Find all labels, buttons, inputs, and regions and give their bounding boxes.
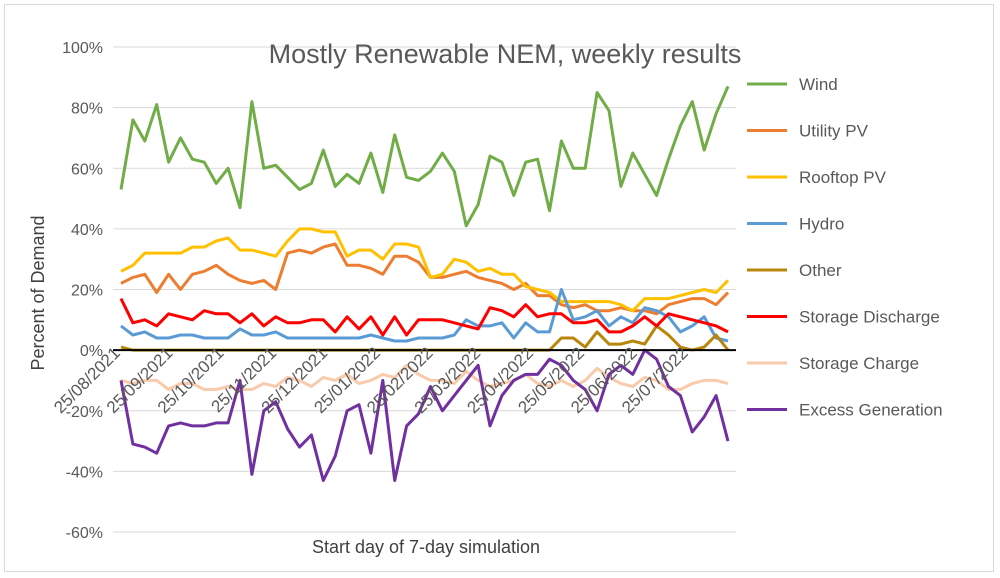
x-axis-label: Start day of 7-day simulation bbox=[312, 537, 540, 557]
y-tick-label: 20% bbox=[71, 283, 103, 300]
y-tick-label: 80% bbox=[71, 101, 103, 118]
legend-label-hydro: Hydro bbox=[799, 215, 844, 234]
y-tick-label: 60% bbox=[71, 161, 103, 178]
legend-label-storage-charge: Storage Charge bbox=[799, 354, 919, 373]
series-line-utility-pv bbox=[120, 242, 730, 316]
legend: Wind Utility PV Rooftop PV Hydro Other Storag… bbox=[747, 75, 943, 420]
y-tick-label: 40% bbox=[71, 222, 103, 239]
y-tick-label: -40% bbox=[66, 464, 103, 481]
series-line-hydro bbox=[120, 288, 729, 343]
gridlines bbox=[113, 46, 736, 533]
chart-title: Mostly Renewable NEM, weekly results bbox=[269, 39, 742, 69]
legend-label-other: Other bbox=[799, 261, 842, 280]
series-line-storage-discharge bbox=[119, 297, 729, 337]
series-lines bbox=[119, 85, 730, 482]
y-tick-label: -20% bbox=[66, 404, 103, 421]
y-tick-label: -60% bbox=[66, 525, 103, 542]
y-axis-ticks: -60% -40% -20% 0% 20% 40% 60% 80% 100% bbox=[62, 40, 103, 542]
series-line-rooftop-pv bbox=[120, 227, 730, 313]
legend-label-storage-discharge: Storage Discharge bbox=[799, 308, 940, 327]
legend-label-utility-pv: Utility PV bbox=[799, 122, 869, 141]
y-tick-label: 100% bbox=[62, 40, 103, 57]
chart: -60%-40%-20%0%20%40%60%80%100% 25/08/202… bbox=[28, 39, 943, 557]
legend-label-wind: Wind bbox=[799, 75, 838, 94]
chart-frame: -60% -40% -20% 0% 20% 40% 60% 80% 100% 25/08/202… bbox=[4, 4, 994, 572]
series-line-excess-generation bbox=[119, 348, 730, 482]
legend-label-excess-generation: Excess Generation bbox=[799, 401, 943, 420]
y-axis-label: Percent of Demand bbox=[28, 215, 48, 370]
y-tick-label: 0% bbox=[80, 343, 103, 360]
series-line-wind bbox=[119, 85, 730, 228]
legend-label-rooftop-pv: Rooftop PV bbox=[799, 168, 887, 187]
series-line-storage-charge bbox=[120, 363, 729, 391]
